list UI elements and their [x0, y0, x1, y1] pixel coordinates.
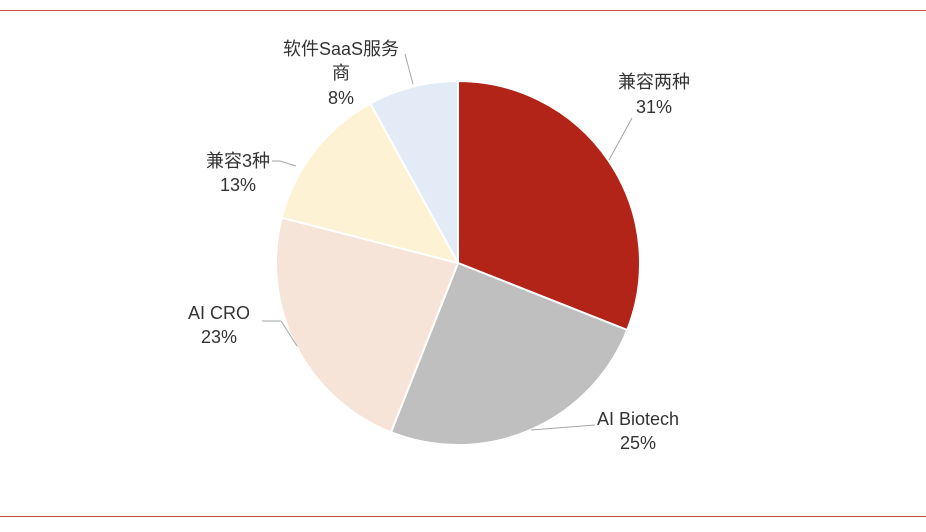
- slice-label-1-name: AI Biotech: [597, 409, 679, 429]
- slice-label-2-value: 23%: [201, 327, 237, 347]
- leader-lines: [262, 53, 633, 431]
- leader-line-2: [262, 320, 298, 347]
- pie-slice-0: [457, 79, 641, 332]
- pie-slice-3: [280, 102, 460, 265]
- slice-label-3: 兼容3种 13%: [206, 151, 270, 195]
- bottom-rule: [0, 516, 926, 517]
- slice-label-4: 软件SaaS服务 商 8%: [283, 39, 399, 108]
- slice-label-0-name: 兼容两种: [618, 72, 690, 92]
- pie-slice-4: [368, 79, 459, 264]
- leader-line-0: [608, 117, 633, 161]
- leader-line-3: [272, 160, 297, 167]
- pie-slice-1: [389, 261, 629, 446]
- top-rule: [0, 10, 926, 11]
- leader-line-1: [530, 424, 596, 431]
- slice-label-0: 兼容两种 31%: [618, 72, 690, 117]
- slice-label-1: AI Biotech 25%: [597, 409, 679, 453]
- slice-label-1-value: 25%: [620, 433, 656, 453]
- slice-label-3-value: 13%: [220, 175, 256, 195]
- slice-label-4-name-line2: 商: [332, 63, 350, 83]
- slice-label-2: AI CRO 23%: [188, 303, 250, 347]
- pie-slice-2: [275, 216, 460, 434]
- slice-label-4-name-line1: 软件SaaS服务: [283, 39, 399, 59]
- slice-label-0-value: 31%: [636, 97, 672, 117]
- slice-label-3-name: 兼容3种: [206, 151, 270, 171]
- leader-line-4: [404, 53, 414, 85]
- pie-slices: [275, 79, 641, 446]
- slice-label-2-name: AI CRO: [188, 303, 250, 323]
- slice-label-4-value: 8%: [328, 88, 354, 108]
